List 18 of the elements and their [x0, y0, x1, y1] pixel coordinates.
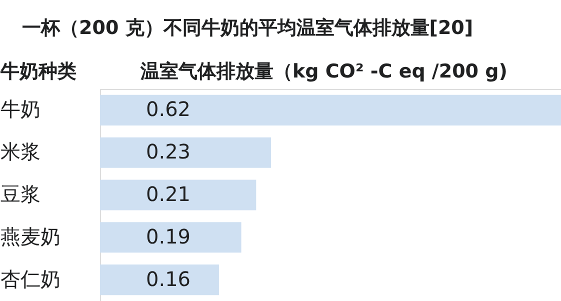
y-tick-label: 杏仁奶	[0, 266, 60, 291]
y-tick-label: 牛奶	[0, 97, 40, 122]
bar	[100, 222, 242, 253]
bar	[100, 180, 256, 210]
y-tick-label: 燕麦奶	[0, 224, 60, 248]
bar	[100, 94, 561, 126]
data-label: 0.62	[146, 97, 191, 122]
bar	[100, 264, 219, 296]
y-axis-title: 牛奶种类	[0, 60, 76, 82]
data-label: 0.16	[146, 266, 191, 291]
chart-title: 一杯（200 克）不同牛奶的平均温室气体排放量[20]	[22, 17, 474, 39]
y-tick-label: 米浆	[0, 140, 40, 164]
data-label: 0.21	[146, 182, 191, 206]
data-label: 0.19	[146, 224, 191, 248]
y-tick-label: 豆浆	[0, 182, 40, 206]
x-axis-title: 温室气体排放量（kg CO² -C eq /200 g)	[140, 60, 508, 82]
bar	[100, 137, 272, 168]
data-label: 0.23	[146, 140, 191, 164]
